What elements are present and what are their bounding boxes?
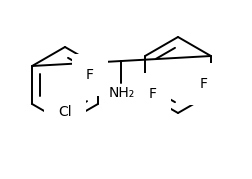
Text: NH₂: NH₂ (108, 86, 134, 100)
Text: Cl: Cl (58, 105, 72, 119)
Text: F: F (148, 87, 156, 101)
Text: F: F (199, 77, 207, 91)
Text: F: F (86, 68, 93, 82)
